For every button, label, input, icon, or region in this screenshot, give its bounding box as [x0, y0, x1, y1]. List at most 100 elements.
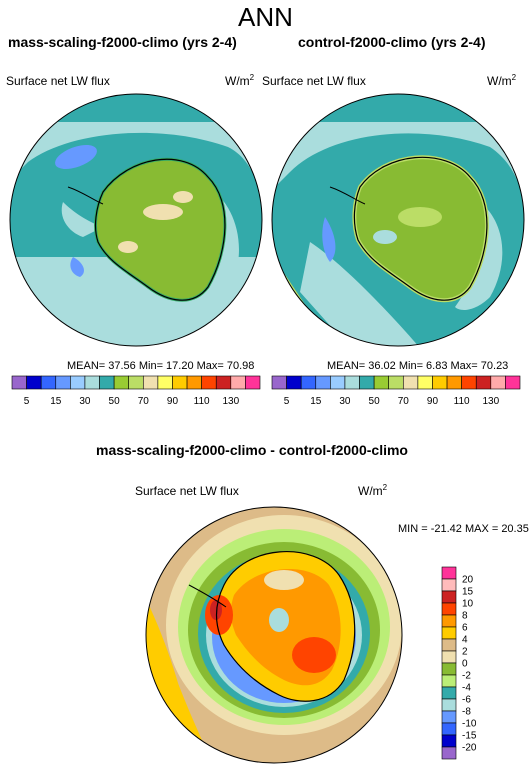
panel2-colorbar-box — [330, 375, 346, 390]
diff-colorbar-box — [441, 650, 457, 664]
panel2-colorbar-box — [490, 375, 506, 390]
diff-colorbar-box — [441, 566, 457, 580]
panel2-colorbar-box — [417, 375, 433, 390]
panel2-colorbar-box — [475, 375, 492, 390]
panel1-colorbar-box — [99, 375, 115, 390]
panel1-colorbar-tick-label: 15 — [50, 396, 62, 407]
diff-colorbar-tick-label: 6 — [462, 623, 468, 634]
diff-colorbar-box — [441, 638, 457, 652]
panel2-colorbar-box — [286, 375, 302, 390]
panel1-colorbar-box — [11, 375, 27, 390]
panel1-colorbar-box — [186, 375, 202, 390]
panel1-colorbar-box — [26, 375, 42, 390]
diff-units: W/m2 — [358, 483, 388, 498]
diff-colorbar-box — [441, 686, 457, 700]
panel2-colorbar-box — [461, 375, 477, 390]
panel1-colorbar-box — [40, 375, 57, 390]
diff-colorbar-box — [441, 590, 457, 604]
panel2-title: control-f2000-climo (yrs 2-4) — [298, 34, 486, 50]
diff-colorbar-box — [441, 614, 457, 628]
diff-colorbar-tick-label: 20 — [462, 575, 474, 586]
panel2-colorbar-box — [446, 375, 462, 390]
diff-colorbar-tick-label: -2 — [462, 671, 471, 682]
panel1-colorbar-tick-label: 90 — [167, 396, 179, 407]
panel2-colorbar-tick-label: 30 — [339, 396, 351, 407]
panel2-colorbar-box — [388, 375, 404, 390]
panel2-colorbar-tick-label: 130 — [482, 396, 499, 407]
panel1-colorbar-tick-label: 30 — [79, 396, 91, 407]
panel1-colorbar-box — [128, 375, 144, 390]
diff-colorbar-tick-label: -4 — [462, 683, 471, 694]
panel2-colorbar-box — [300, 375, 317, 390]
diff-colorbar-tick-label: 4 — [462, 635, 468, 646]
panel1-colorbar: 5 15 30 50 70 90 110 130 — [11, 375, 261, 407]
diff-colorbar-tick-label: 15 — [462, 587, 474, 598]
panel1-colorbar-box — [172, 375, 188, 390]
panel1-colorbar-box — [55, 375, 71, 390]
panel2-colorbar-tick-label: 90 — [427, 396, 439, 407]
diff-colorbar-tick-label: -15 — [462, 731, 477, 742]
panel1-colorbar-box — [113, 375, 130, 390]
panel2-colorbar-tick-label: 70 — [398, 396, 410, 407]
panel1-title: mass-scaling-f2000-climo (yrs 2-4) — [8, 34, 237, 50]
panel1-variable-label: Surface net LW flux — [6, 74, 110, 88]
main-title: ANN — [238, 2, 293, 32]
diff-colorbar-box — [441, 722, 457, 736]
panel2-colorbar: 5 15 30 50 70 90 110 130 — [271, 375, 521, 407]
diff-colorbar-box — [441, 662, 457, 676]
diff-colorbar-box — [441, 734, 457, 748]
panel1-colorbar-tick-label: 70 — [138, 396, 150, 407]
panel1-colorbar-box — [84, 375, 100, 390]
diff-colorbar-tick-label: 0 — [462, 659, 468, 670]
panel1-stats: MEAN= 37.56 Min= 17.20 Max= 70.98 — [67, 360, 255, 372]
panel2-colorbar-box — [359, 375, 375, 390]
panel2-colorbar-box — [271, 375, 287, 390]
panel1-colorbar-tick-label: 5 — [24, 396, 30, 407]
diff-stats: MIN = -21.42 MAX = 20.35 — [398, 523, 529, 535]
panel2-colorbar-box — [344, 375, 360, 390]
diff-colorbar-tick-label: -10 — [462, 719, 477, 730]
panel1-colorbar-box — [201, 375, 217, 390]
panel1-colorbar-box — [215, 375, 232, 390]
diff-colorbar-tick-label: -6 — [462, 695, 471, 706]
panel1-colorbar-tick-label: 50 — [109, 396, 121, 407]
diff-variable-label: Surface net LW flux — [135, 484, 239, 498]
panel2-colorbar-box — [432, 375, 448, 390]
panel1-colorbar-tick-label: 110 — [194, 396, 210, 407]
diff-colorbar-box — [441, 626, 457, 640]
diff-colorbar-box — [441, 602, 457, 616]
diff-colorbar-tick-label: 2 — [462, 647, 468, 658]
panel1-colorbar-box — [230, 375, 246, 390]
diff-colorbar-tick-label: -20 — [462, 743, 477, 754]
diff-polar-map — [145, 506, 403, 764]
panel2-units: W/m2 — [487, 73, 517, 88]
diff-colorbar-tick-label: 10 — [462, 599, 474, 610]
panel2-colorbar-tick-label: 110 — [454, 396, 470, 407]
panel1-polar-map — [9, 93, 263, 347]
diff-colorbar-tick-label: 8 — [462, 611, 468, 622]
diff-colorbar-box — [441, 698, 457, 712]
diff-colorbar-box — [441, 746, 457, 760]
panel1-colorbar-tick-label: 130 — [222, 396, 239, 407]
diff-colorbar-tick-label: -8 — [462, 707, 471, 718]
panel2-stats: MEAN= 36.02 Min= 6.83 Max= 70.23 — [327, 360, 509, 372]
panel1-colorbar-box — [245, 375, 261, 390]
panel2-colorbar-box — [402, 375, 419, 390]
panel2-colorbar-tick-label: 50 — [369, 396, 381, 407]
panel2-colorbar-tick-label: 5 — [284, 396, 290, 407]
diff-colorbar-box — [441, 674, 457, 688]
panel2-colorbar-box — [373, 375, 390, 390]
diff-colorbar-box — [441, 578, 457, 592]
diff-title: mass-scaling-f2000-climo - control-f2000… — [96, 442, 408, 458]
panel2-colorbar-tick-label: 15 — [310, 396, 322, 407]
panel2-colorbar-box — [505, 375, 521, 390]
panel1-colorbar-box — [157, 375, 173, 390]
diff-colorbar-box — [441, 710, 457, 724]
panel1-units: W/m2 — [225, 73, 255, 88]
panel2-polar-map — [271, 93, 525, 347]
panel1-colorbar-box — [142, 375, 159, 390]
panel2-colorbar-box — [315, 375, 331, 390]
panel2-variable-label: Surface net LW flux — [262, 74, 366, 88]
panel1-colorbar-box — [70, 375, 86, 390]
